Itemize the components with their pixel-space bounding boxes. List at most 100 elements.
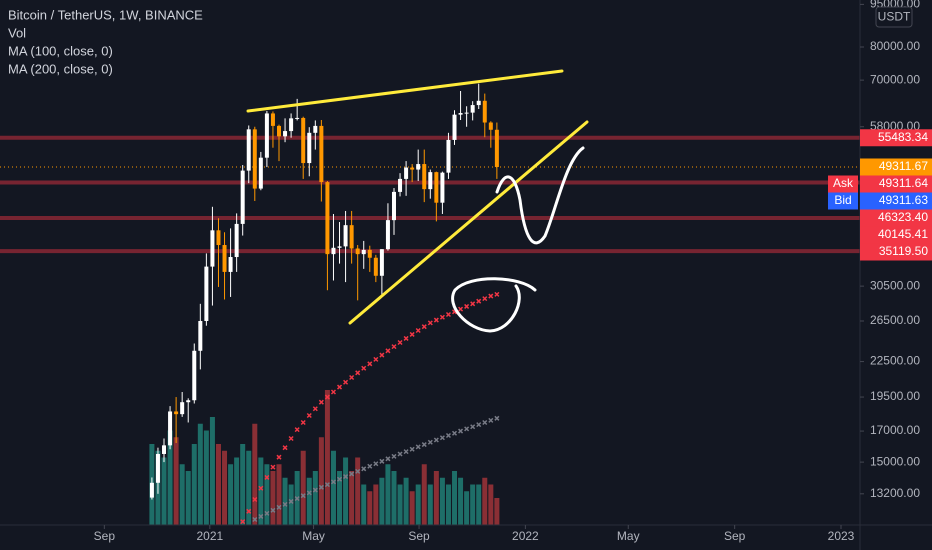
- price-tag-label: 46323.40: [878, 210, 928, 224]
- volume-bar: [173, 437, 179, 525]
- volume-bar: [488, 484, 494, 525]
- candle-body: [464, 112, 469, 114]
- ma100-legend[interactable]: MA (100, close, 0): [8, 43, 113, 58]
- symbol-title[interactable]: Bitcoin / TetherUS, 1W, BINANCE: [8, 7, 203, 22]
- ma-point: [373, 356, 379, 362]
- candle-body: [168, 411, 173, 446]
- x-tick-label: 2022: [512, 529, 539, 543]
- ma-point: [349, 471, 355, 477]
- volume-bar: [167, 430, 173, 525]
- ma-point: [385, 456, 391, 462]
- ma-point: [391, 453, 397, 459]
- ma-point: [445, 432, 451, 439]
- ma-point: [258, 485, 264, 491]
- x-tick-label: 2021: [196, 529, 223, 543]
- ma-point: [391, 344, 397, 350]
- y-tick-label: 19500.00: [870, 389, 920, 403]
- volume-bar: [415, 484, 421, 525]
- volume-bar: [203, 430, 209, 525]
- candle-body: [440, 172, 445, 203]
- ma-point: [433, 317, 439, 323]
- ma-point: [288, 435, 294, 442]
- ma-point: [367, 463, 373, 469]
- volume-bar: [452, 471, 458, 525]
- ma-point: [312, 487, 318, 493]
- candle-body: [416, 164, 421, 170]
- trend-line[interactable]: [246, 69, 564, 113]
- ma-point: [361, 466, 367, 472]
- price-tag: [860, 158, 932, 176]
- volume-bar: [228, 464, 234, 525]
- volume-bar: [361, 484, 367, 525]
- ma-point: [494, 415, 500, 421]
- currency-box[interactable]: [875, 6, 913, 28]
- candle-body: [482, 100, 487, 123]
- candle-body: [349, 225, 354, 249]
- candle-body: [277, 125, 282, 137]
- ma200-legend[interactable]: MA (200, close, 0): [8, 61, 113, 76]
- candle-body: [470, 105, 475, 113]
- volume-bar: [355, 457, 361, 525]
- y-tick-label: 30500.00: [870, 278, 920, 292]
- volume-bar: [476, 484, 482, 525]
- ma-point: [330, 479, 336, 485]
- candle-body: [379, 249, 384, 276]
- candle-body: [180, 402, 185, 415]
- volume-bar: [373, 484, 379, 525]
- price-tag-label: 49311.64: [879, 176, 928, 190]
- volume-bar: [185, 471, 191, 525]
- ma-point: [415, 328, 421, 334]
- candle-body: [494, 129, 499, 167]
- ma-point: [367, 361, 373, 367]
- x-tick-label: Sep: [408, 529, 430, 543]
- ma-point: [270, 507, 276, 513]
- ma-point: [355, 468, 361, 474]
- volume-legend[interactable]: Vol: [8, 25, 26, 40]
- candle-body: [228, 257, 233, 272]
- ma-point: [409, 331, 415, 337]
- price-tag-label: 55483.34: [878, 130, 928, 144]
- volume-bar: [252, 423, 258, 525]
- candle-body: [289, 118, 294, 132]
- ma-point: [282, 501, 288, 507]
- candle-body: [343, 225, 348, 247]
- volume-bar: [391, 471, 397, 525]
- volume-bar: [494, 498, 500, 525]
- volume-bar: [330, 450, 336, 525]
- volume-bar: [179, 464, 185, 525]
- candle-body: [216, 230, 221, 246]
- trend-line[interactable]: [348, 120, 589, 325]
- candle-body: [234, 223, 239, 258]
- y-tick-label: 22500.00: [870, 354, 920, 368]
- y-tick-label: 26500.00: [870, 313, 920, 327]
- freehand-circle[interactable]: [451, 277, 537, 333]
- volume-bar: [246, 450, 252, 525]
- price-tag: [860, 175, 932, 193]
- candle-body: [434, 172, 439, 203]
- candle-body: [488, 122, 493, 130]
- volume-bar: [337, 471, 343, 525]
- ma-point: [470, 424, 476, 430]
- candle-body: [264, 113, 269, 158]
- volume-bar: [222, 450, 228, 525]
- ma-point: [324, 482, 330, 488]
- volume-bar: [379, 477, 385, 525]
- volume-bar: [240, 444, 246, 525]
- ma-point: [451, 430, 458, 436]
- volume-bar: [421, 464, 427, 525]
- ma-point: [318, 484, 324, 490]
- volume-bar: [409, 491, 415, 525]
- freehand-drawing[interactable]: [495, 146, 585, 245]
- candle-body: [361, 249, 366, 255]
- y-tick-label: 17000.00: [870, 423, 920, 437]
- ma-point: [415, 444, 421, 450]
- ma-point: [397, 451, 403, 457]
- volume-bar: [318, 437, 324, 525]
- volume-bar: [197, 423, 203, 525]
- ma-point: [488, 417, 494, 423]
- candle-body: [410, 167, 415, 170]
- volume-bar: [482, 477, 488, 525]
- ma-point: [439, 435, 445, 441]
- volume-bar: [191, 444, 197, 525]
